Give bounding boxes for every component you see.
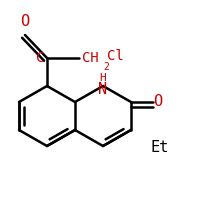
Text: Et: Et (150, 140, 168, 155)
Text: N: N (98, 82, 108, 97)
Text: 2: 2 (103, 62, 109, 72)
Text: Cl: Cl (107, 49, 124, 63)
Text: CH: CH (82, 51, 99, 65)
Text: O: O (20, 14, 30, 29)
Text: O: O (153, 94, 162, 110)
Text: C: C (36, 51, 44, 65)
Text: H: H (100, 73, 106, 83)
